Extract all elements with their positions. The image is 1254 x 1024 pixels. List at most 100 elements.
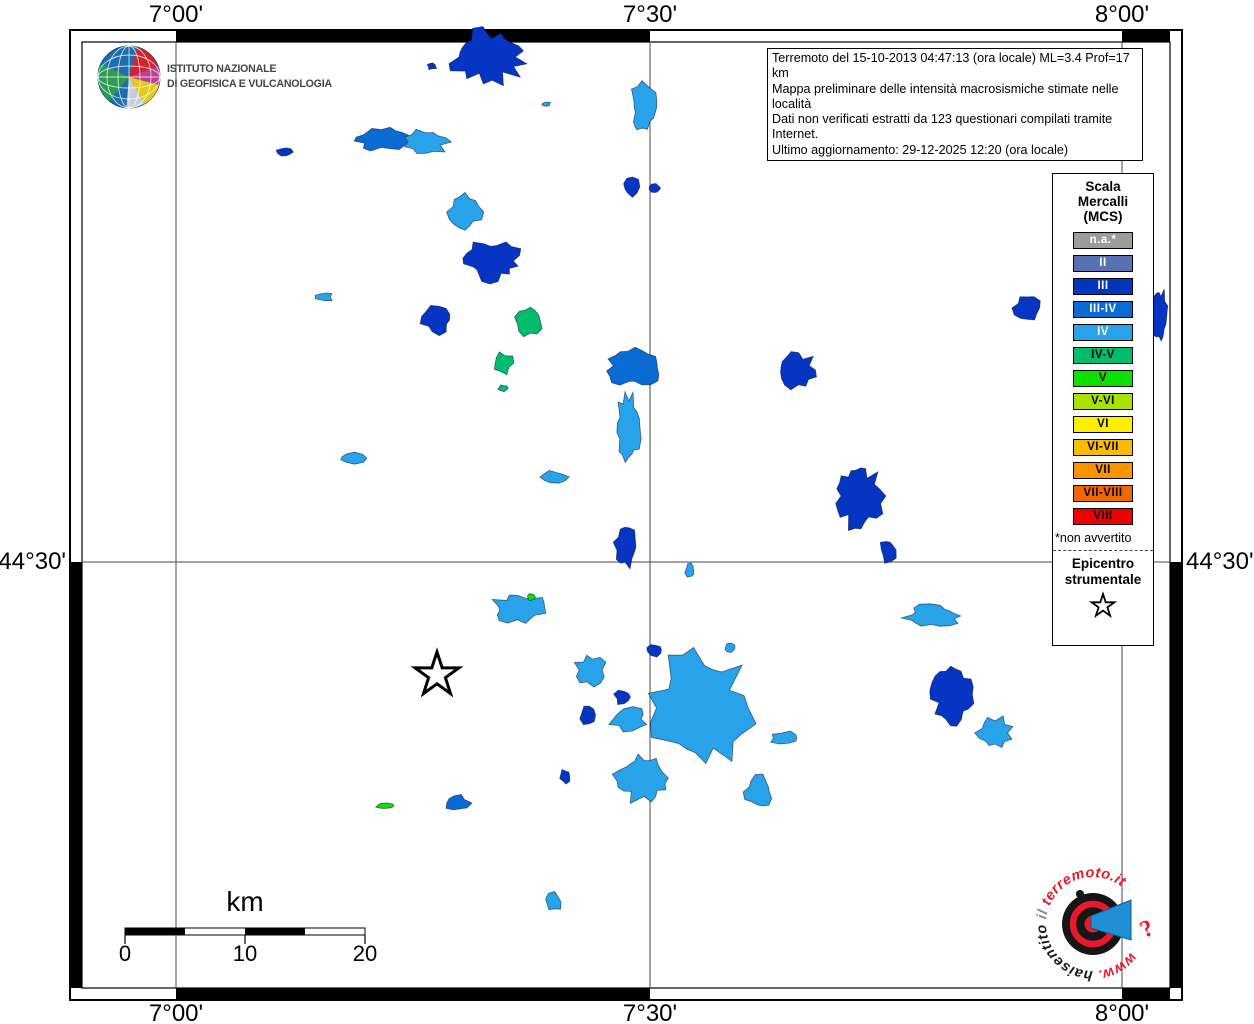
intensity-area-IV — [403, 128, 453, 154]
intensity-area-IV — [974, 715, 1014, 749]
epicenter-star-icon — [1088, 591, 1118, 619]
intensity-area-III — [613, 689, 631, 705]
axis-label-bottom-2: 7°30' — [622, 1000, 678, 1024]
info-line-1: Terremoto del 15-10-2013 04:47:13 (ora l… — [772, 51, 1130, 81]
intensity-area-III — [462, 241, 522, 285]
intensity-area-IV — [899, 603, 962, 627]
legend-swatch-III-IV: III-IV — [1073, 301, 1133, 318]
intensity-area-III — [612, 526, 637, 570]
intensity-area-IV — [631, 80, 658, 131]
legend-swatch-VII: VII — [1073, 462, 1133, 479]
intensity-area-IV — [724, 642, 736, 653]
legend-swatch-IV: IV — [1073, 324, 1133, 341]
scalebar-tick-0: 0 — [118, 941, 132, 966]
intensity-area-III — [1011, 296, 1041, 321]
legend-swatch-n.a.*: n.a.* — [1073, 232, 1133, 249]
epicenter-label-line2: strumentale — [1064, 572, 1142, 587]
intensity-area-IV-V — [493, 351, 515, 376]
intensity-area-IV — [616, 390, 642, 464]
ingv-text-line2: DI GEOFISICA E VULCANOLOGIA — [167, 77, 332, 90]
epicenter-star — [410, 647, 464, 698]
intensity-area-III — [579, 705, 597, 726]
axis-label-left: 44°30' — [0, 548, 66, 575]
axis-label-bottom-1: 7°00' — [148, 1000, 204, 1024]
intensity-area-III — [929, 665, 975, 727]
legend-swatch-V: V — [1073, 370, 1133, 387]
scale-bar — [124, 927, 366, 944]
intensity-area-IV — [742, 773, 773, 807]
earthquake-info-box: Terremoto del 15-10-2013 04:47:13 (ora l… — [767, 48, 1143, 162]
info-line-2: Mappa preliminare delle intensità macros… — [772, 81, 1119, 111]
question-mark-icon: ? — [1136, 915, 1158, 944]
legend-swatch-VI-VII: VI-VII — [1073, 439, 1133, 456]
intensity-area-III — [426, 62, 438, 71]
legend-divider — [1053, 550, 1153, 551]
intensity-area-IV — [446, 191, 485, 231]
epicenter-star-marker — [410, 647, 464, 698]
axis-label-top-2: 7°30' — [622, 1, 678, 28]
intensity-area-III-IV — [353, 126, 410, 152]
legend-title-line2: Mercalli — [1077, 194, 1129, 209]
legend-swatch-list: n.a.* II III III-IV IV IV-V V V-VI VI VI-VII VII VI… — [1053, 232, 1153, 525]
ingv-text-line1: ISTITUTO NAZIONALE — [167, 63, 277, 75]
intensity-area-IV — [541, 101, 552, 107]
legend-swatch-III: III — [1073, 278, 1133, 295]
ingv-logo-text: ISTITUTO NAZIONALE DI GEOFISICA E VULCAN… — [167, 62, 332, 91]
intensity-area-IV — [340, 451, 368, 465]
intensity-area-IV-V — [497, 384, 509, 393]
axis-label-top-1: 7°00' — [148, 1, 204, 28]
logo-text-www: www. — [1097, 950, 1140, 983]
legend-title-line1: Scala — [1085, 179, 1121, 194]
axis-label-right: 44°30' — [1186, 548, 1254, 575]
intensity-area-IV — [491, 594, 547, 624]
legend-swatch-V-VI: V-VI — [1073, 393, 1133, 410]
haisentitoilterremoto-logo: ? www. haisentito il terremoto.it — [1034, 865, 1158, 983]
intensity-area-III — [419, 304, 451, 337]
ingv-globe-logo — [97, 45, 161, 109]
intensity-area-IV — [684, 562, 695, 578]
legend-swatch-VIII: VIII — [1073, 508, 1133, 525]
intensity-area-IV — [545, 891, 562, 911]
axis-label-bottom-3: 8°00' — [1094, 1000, 1150, 1024]
intensity-area-III — [879, 541, 897, 564]
legend-swatch-VI: VI — [1073, 416, 1133, 433]
intensity-blobs-layer — [275, 26, 1169, 911]
intensity-area-III — [623, 176, 641, 198]
intensity-area-IV — [770, 730, 798, 745]
map-frame — [69, 29, 1183, 1001]
intensity-area-III — [448, 26, 529, 87]
intensity-area-III — [835, 467, 887, 532]
logo-text-il: il — [1034, 907, 1052, 920]
intensity-area-III-IV — [606, 346, 660, 386]
intensity-area-IV — [611, 753, 669, 805]
intensity-area-IV — [539, 469, 570, 484]
megaphone-icon — [1090, 899, 1132, 941]
intensity-area-III — [559, 768, 571, 785]
intensity-area-IV — [608, 706, 648, 733]
intensity-area-III — [646, 644, 662, 658]
legend-swatch-II: II — [1073, 255, 1133, 272]
intensity-area-IV — [573, 654, 607, 688]
mcs-intensity-legend: Scala Mercalli (MCS) n.a.* II III III-IV IV I… — [1052, 173, 1154, 646]
legend-swatch-VII-VIII: VII-VIII — [1073, 485, 1133, 502]
intensity-area-V — [527, 593, 536, 602]
axis-label-top-3: 8°00' — [1094, 1, 1150, 28]
intensity-area-IV — [314, 292, 333, 302]
scalebar-unit-label: km — [226, 886, 264, 917]
intensity-area-III — [648, 183, 662, 193]
scalebar-tick-10: 10 — [232, 941, 258, 966]
legend-footnote: *non avvertito — [1055, 531, 1132, 545]
intensity-area-V — [375, 802, 395, 809]
intensity-area-IV — [647, 646, 757, 765]
intensity-area-III-IV — [445, 793, 473, 811]
epicenter-label-line1: Epicentro — [1071, 556, 1135, 571]
intensity-area-III — [780, 351, 817, 391]
legend-title-line3: (MCS) — [1083, 209, 1123, 224]
info-line-3: Dati non verificati estratti da 123 ques… — [772, 112, 1113, 142]
info-line-4: Ultimo aggiornamento: 29-12-2025 12:20 (… — [772, 142, 1069, 157]
intensity-area-III — [275, 147, 294, 157]
scalebar-tick-20: 20 — [352, 941, 378, 966]
intensity-area-IV-V — [514, 306, 543, 338]
